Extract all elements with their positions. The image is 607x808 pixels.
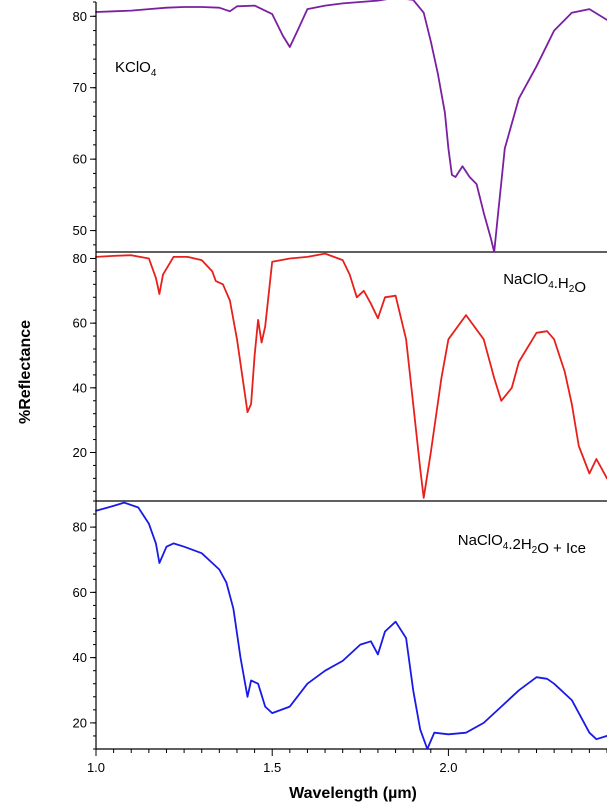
y-tick-label: 60 bbox=[73, 152, 87, 167]
y-tick-label: 50 bbox=[73, 223, 87, 238]
y-tick-label: 70 bbox=[73, 80, 87, 95]
x-axis-title: Wavelength (µm) bbox=[289, 785, 417, 802]
x-axis: 1.0 1.5 2.0 bbox=[87, 749, 607, 775]
y-tick-label: 40 bbox=[73, 650, 87, 665]
y-tick-label: 80 bbox=[73, 520, 87, 535]
y-tick-label: 40 bbox=[73, 380, 87, 395]
x-tick-label: 1.0 bbox=[87, 760, 105, 775]
y-tick-label: 80 bbox=[73, 9, 87, 24]
chart-panels: 50 60 70 80 KClO4 20 40 60 80 NaClO4.H2O 20 40 60 80 N… bbox=[73, 0, 607, 750]
x-tick-label: 2.0 bbox=[439, 760, 457, 775]
y-tick-label: 20 bbox=[73, 445, 87, 460]
y-tick-label: 60 bbox=[73, 585, 87, 600]
x-tick-label: 1.5 bbox=[263, 760, 281, 775]
y-tick-label: 20 bbox=[73, 715, 87, 730]
y-axis-title: %Reflectance bbox=[17, 320, 34, 424]
panel-label: NaClO4.H2O bbox=[503, 271, 586, 296]
series-line-1 bbox=[95, 0, 607, 253]
panel-label: NaClO4.2H2O + Ice bbox=[458, 532, 586, 557]
panel-3: 20 40 60 80 NaClO4.2H2O + Ice bbox=[73, 500, 607, 750]
panel-2: 20 40 60 80 NaClO4.H2O bbox=[73, 251, 607, 502]
series-line-3 bbox=[95, 501, 607, 750]
y-tick-label: 60 bbox=[73, 316, 87, 331]
y-tick-label: 80 bbox=[73, 251, 87, 266]
panel-label: KClO4 bbox=[115, 59, 157, 79]
panel-1: 50 60 70 80 KClO4 bbox=[73, 0, 607, 253]
series-line-2 bbox=[95, 252, 607, 499]
